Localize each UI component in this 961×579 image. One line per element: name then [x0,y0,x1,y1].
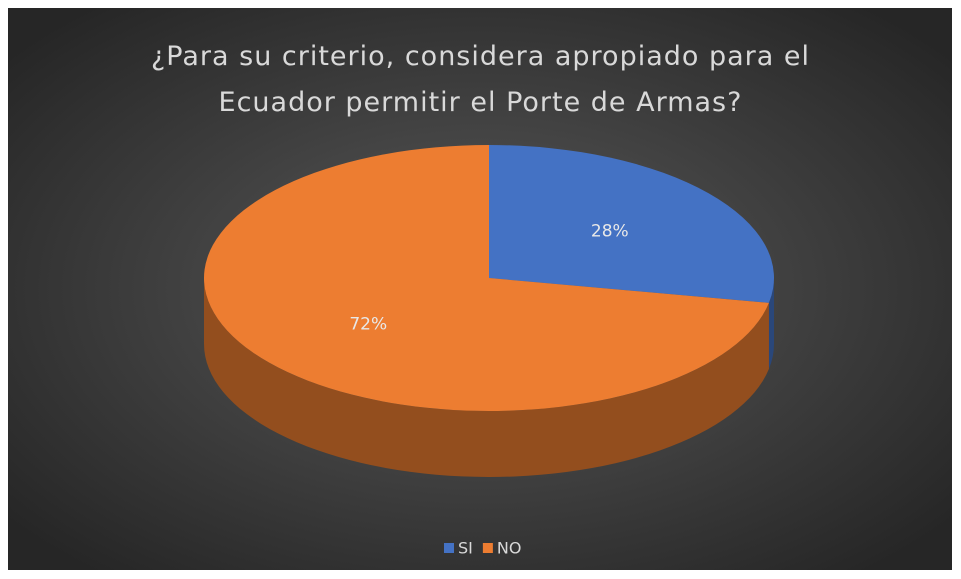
slice-side [768,278,774,369]
legend-swatch [482,543,493,553]
slice [489,145,774,303]
legend-swatch [444,543,454,553]
slice-side [204,278,769,477]
data-label: 28% [591,221,629,241]
legend-label: SI [458,539,473,558]
slice [203,145,769,412]
legend-label: NO [497,539,522,558]
data-label: 72% [349,315,387,335]
chart-title: ¿Para su criterio, considera apropiado p… [150,41,811,118]
